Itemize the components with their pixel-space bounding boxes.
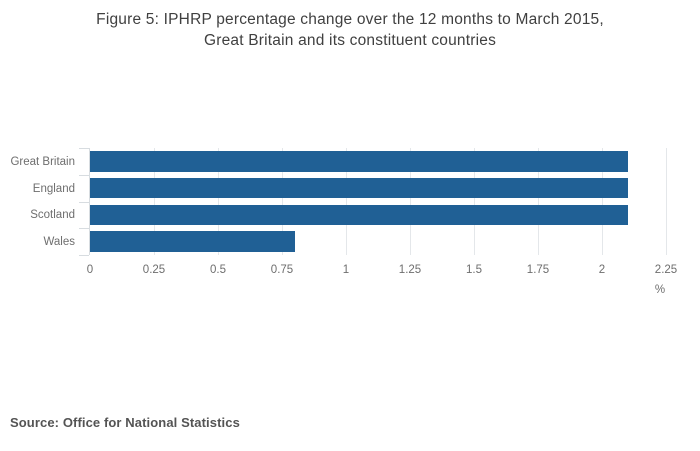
- plot-area: 0 0.25 0.5 0.75 1 1.25 1.5 1.75 2 2.25 Great Brita…: [10, 148, 677, 296]
- gridline: [345, 148, 347, 255]
- y-axis-category-label: Wales: [43, 236, 75, 249]
- y-axis-tick: [79, 174, 89, 176]
- y-axis-category-label: Great Britain: [10, 155, 75, 168]
- y-axis-tick: [79, 228, 89, 230]
- y-axis-tick: [79, 148, 89, 149]
- x-axis-tick-label: 0.25: [142, 264, 166, 276]
- chart-title-line1: Figure 5: IPHRP percentage change over t…: [96, 11, 604, 28]
- x-axis-tick-label: 1: [342, 264, 350, 276]
- y-axis-category-label: Scotland: [30, 209, 75, 222]
- bar-scotland: [90, 204, 628, 225]
- bar-england: [90, 177, 628, 199]
- gridline: [473, 148, 475, 255]
- gridline: [153, 148, 155, 255]
- y-axis-tick: [79, 255, 89, 256]
- y-axis-category-label: England: [32, 182, 75, 195]
- x-axis-unit-label: %: [654, 284, 666, 296]
- x-axis-tick-label: 0: [86, 264, 94, 276]
- x-axis-tick-label: 1.75: [526, 264, 550, 276]
- x-axis-tick-label: 2: [598, 264, 606, 276]
- gridline: [537, 148, 539, 255]
- chart-title: Figure 5: IPHRP percentage change over t…: [0, 9, 700, 51]
- x-axis-tick-label: 2.25: [654, 264, 678, 276]
- bar-great-britain: [90, 151, 628, 172]
- gridline: [665, 148, 667, 255]
- y-axis-tick: [79, 201, 89, 203]
- x-axis-tick-label: 0.5: [210, 264, 226, 276]
- x-axis-tick-label: 1.25: [398, 264, 422, 276]
- gridline: [409, 148, 411, 255]
- x-axis-tick-label: 0.75: [270, 264, 294, 276]
- gridline: [217, 148, 219, 255]
- gridline: [281, 148, 283, 255]
- bar-wales: [90, 231, 295, 252]
- y-axis-line: [89, 148, 90, 255]
- source-note: Source: Office for National Statistics: [10, 415, 240, 430]
- chart-title-line2: Great Britain and its constituent countr…: [203, 32, 497, 49]
- gridline: [601, 148, 603, 255]
- x-axis-tick-label: 1.5: [466, 264, 482, 276]
